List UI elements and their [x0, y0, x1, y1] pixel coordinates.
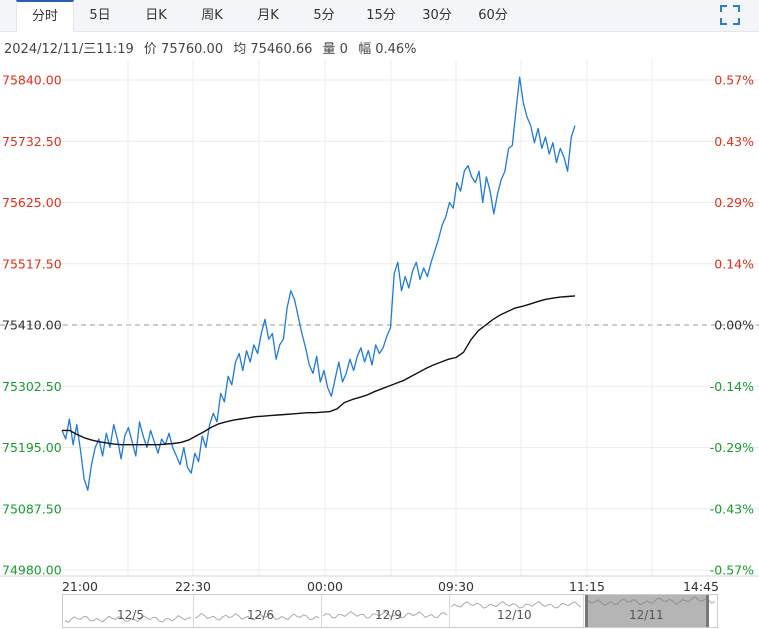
navigator-day-sparkline: [322, 610, 448, 619]
navigator-day-label: 12/6: [247, 608, 274, 622]
y-tick-label-left: 75410.00: [2, 318, 62, 333]
navigator-day-sparkline: [64, 614, 192, 623]
x-tick-label: 09:30: [438, 579, 474, 594]
y-tick-label-left: 75195.00: [2, 440, 62, 455]
intraday-chart[interactable]: 75840.00 0.57% 75732.50 0.43% 75625.00 0.29% 7…: [0, 60, 759, 595]
navigator-day-sparkline: [450, 600, 582, 609]
navigator-day-label: 12/11: [629, 608, 664, 622]
y-tick-label-left: 75840.00: [2, 73, 62, 88]
time-navigator[interactable]: 12/5 12/6 12/9 12/10 12/11: [62, 594, 718, 628]
y-tick-label-left: 75625.00: [2, 195, 62, 210]
tab-5min[interactable]: 5分: [313, 8, 335, 23]
navigator-divider: [583, 595, 584, 627]
y-tick-label-right: -0.43%: [710, 501, 754, 516]
y-tick-label-right: 0.14%: [714, 256, 754, 271]
navigator-divider: [321, 595, 322, 627]
x-tick-label: 22:30: [175, 579, 211, 594]
period-tab-bar: 分时 5日 日K 周K 月K 5分 15分 30分 60分: [0, 0, 759, 32]
tab-weekly-k[interactable]: 周K: [201, 8, 223, 23]
info-average: 均 75460.66: [233, 42, 313, 57]
x-tick-label: 21:00: [62, 579, 98, 594]
quote-info-bar: 2024/12/11/三11:19 价 75760.00 均 75460.66 …: [4, 38, 423, 57]
info-datetime: 2024/12/11/三11:19: [4, 42, 134, 57]
y-tick-label-left: 74980.00: [2, 563, 62, 578]
y-tick-label-right: 0.00%: [714, 318, 754, 333]
tab-30min[interactable]: 30分: [422, 8, 452, 23]
y-tick-label-right: -0.14%: [710, 379, 754, 394]
y-tick-label-left: 75732.50: [2, 134, 62, 149]
tab-5day[interactable]: 5日: [89, 8, 111, 23]
x-tick-label: 11:15: [569, 579, 605, 594]
navigator-day-label: 12/9: [375, 608, 402, 622]
info-price: 价 75760.00: [143, 42, 224, 57]
price-line: [61, 76, 576, 491]
y-tick-label-right: 0.43%: [714, 134, 754, 149]
tab-monthly-k[interactable]: 月K: [257, 8, 279, 23]
tab-daily-k[interactable]: 日K: [145, 8, 167, 23]
tab-60min[interactable]: 60分: [478, 8, 508, 23]
info-change: 幅 0.46%: [358, 42, 417, 57]
y-tick-label-right: -0.29%: [710, 440, 754, 455]
navigator-divider: [449, 595, 450, 627]
navigator-day-label: 12/5: [117, 608, 144, 622]
tab-intraday[interactable]: 分时: [16, 0, 74, 32]
navigator-window-handle[interactable]: [585, 595, 709, 627]
navigator-day-sparkline: [194, 612, 320, 621]
x-tick-label: 14:45: [683, 579, 719, 594]
navigator-divider: [193, 595, 194, 627]
expand-icon[interactable]: [719, 4, 741, 26]
y-tick-label-right: 0.57%: [714, 73, 754, 88]
y-tick-label-right: 0.29%: [714, 195, 754, 210]
y-tick-label-right: -0.57%: [710, 563, 754, 578]
average-price-line: [62, 295, 576, 446]
tab-15min[interactable]: 15分: [366, 8, 396, 23]
info-volume: 量 0: [322, 42, 348, 57]
y-tick-label-left: 75087.50: [2, 501, 62, 516]
y-tick-label-left: 75302.50: [2, 379, 62, 394]
y-tick-label-left: 75517.50: [2, 256, 62, 271]
x-tick-label: 00:00: [307, 579, 343, 594]
navigator-day-label: 12/10: [497, 608, 532, 622]
